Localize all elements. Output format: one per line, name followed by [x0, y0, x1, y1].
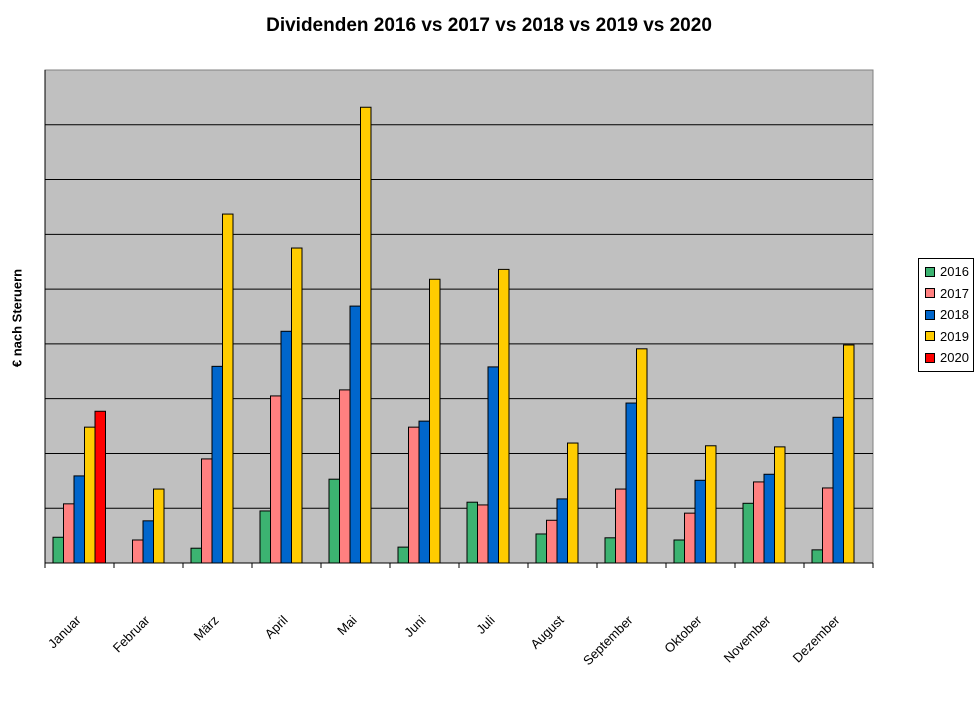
legend-swatch [925, 331, 935, 342]
bar-2018-Mai [349, 305, 361, 564]
legend-item: 2020 [919, 347, 973, 369]
bar-2019-Oktober [705, 445, 717, 564]
bar-2019-September [636, 348, 648, 564]
x-tick-label: November [721, 612, 774, 665]
legend-swatch [925, 352, 935, 363]
x-tick-label: April [262, 612, 291, 641]
x-tick-label: September [580, 612, 636, 668]
plot-background [44, 69, 874, 564]
legend-item: 2018 [919, 304, 973, 326]
bar-2018-Januar [73, 475, 85, 564]
bar-2018-Februar [142, 520, 154, 564]
bar-2016-November [742, 502, 754, 564]
bar-2019-Juni [429, 278, 441, 564]
bar-2019-November [774, 446, 786, 564]
x-tick-label: Oktober [661, 612, 705, 656]
bar-2017-Februar [132, 539, 144, 564]
x-tick-label: Juni [401, 612, 429, 640]
bar-2016-September [604, 537, 616, 564]
legend-item: 2019 [919, 326, 973, 348]
bar-2017-Juli [477, 504, 489, 564]
bar-2017-Dezember [822, 487, 834, 564]
bar-2016-Dezember [811, 549, 823, 564]
bar-2018-Dezember [832, 416, 844, 564]
bar-2017-April [270, 395, 282, 564]
bar-2019-Februar [153, 488, 165, 564]
bar-2017-März [201, 458, 213, 564]
bar-2017-September [615, 488, 627, 564]
x-tick-label: Januar [45, 612, 84, 651]
x-tick-label: Juli [473, 612, 497, 636]
legend-swatch [925, 266, 935, 277]
bar-2019-März [222, 213, 234, 564]
bar-2018-September [625, 402, 637, 564]
legend-swatch [925, 309, 935, 320]
x-tick-label: Februar [110, 612, 153, 655]
bar-2016-Januar [52, 536, 64, 564]
bar-2019-Mai [360, 106, 372, 564]
bar-2016-August [535, 533, 547, 564]
bar-2016-April [259, 510, 271, 564]
legend-label: 2020 [940, 350, 969, 366]
bar-2017-Oktober [684, 512, 696, 564]
bar-2018-Oktober [694, 479, 706, 564]
legend-item: 2016 [919, 261, 973, 283]
bar-2019-August [567, 442, 579, 564]
x-tick-label: Dezember [790, 612, 843, 665]
bar-2018-November [763, 473, 775, 564]
bar-2017-Januar [63, 503, 75, 564]
bar-2018-August [556, 498, 568, 564]
legend-label: 2017 [940, 285, 969, 301]
bar-2017-November [753, 481, 765, 564]
bar-2016-Mai [328, 478, 340, 564]
bar-2019-Januar [84, 426, 96, 564]
chart-title: Dividenden 2016 vs 2017 vs 2018 vs 2019 … [266, 15, 712, 36]
legend-label: 2018 [940, 307, 969, 323]
bar-2016-Juni [397, 546, 409, 564]
bar-2019-April [291, 247, 303, 564]
bar-2017-Mai [339, 389, 351, 564]
x-tick-label: März [191, 613, 222, 644]
x-tick-label: August [527, 612, 566, 651]
x-tick-label: Mai [334, 612, 359, 637]
bar-2016-Juli [466, 501, 478, 564]
legend-item: 2017 [919, 283, 973, 305]
bar-2016-März [190, 547, 202, 564]
bar-2017-August [546, 519, 558, 564]
bar-2017-Juni [408, 426, 420, 564]
bar-2020-Januar [94, 410, 106, 564]
bar-2019-Dezember [843, 344, 855, 564]
bar-2019-Juli [498, 268, 510, 564]
legend: 2016 2017 2018 2019 2020 [918, 258, 974, 372]
bar-2018-Juni [418, 420, 430, 564]
bar-2016-Oktober [673, 539, 685, 564]
bar-2018-März [211, 365, 223, 564]
bar-2018-Juli [487, 366, 499, 564]
legend-label: 2016 [940, 264, 969, 280]
legend-label: 2019 [940, 328, 969, 344]
bar-2018-April [280, 330, 292, 564]
legend-swatch [925, 288, 935, 299]
